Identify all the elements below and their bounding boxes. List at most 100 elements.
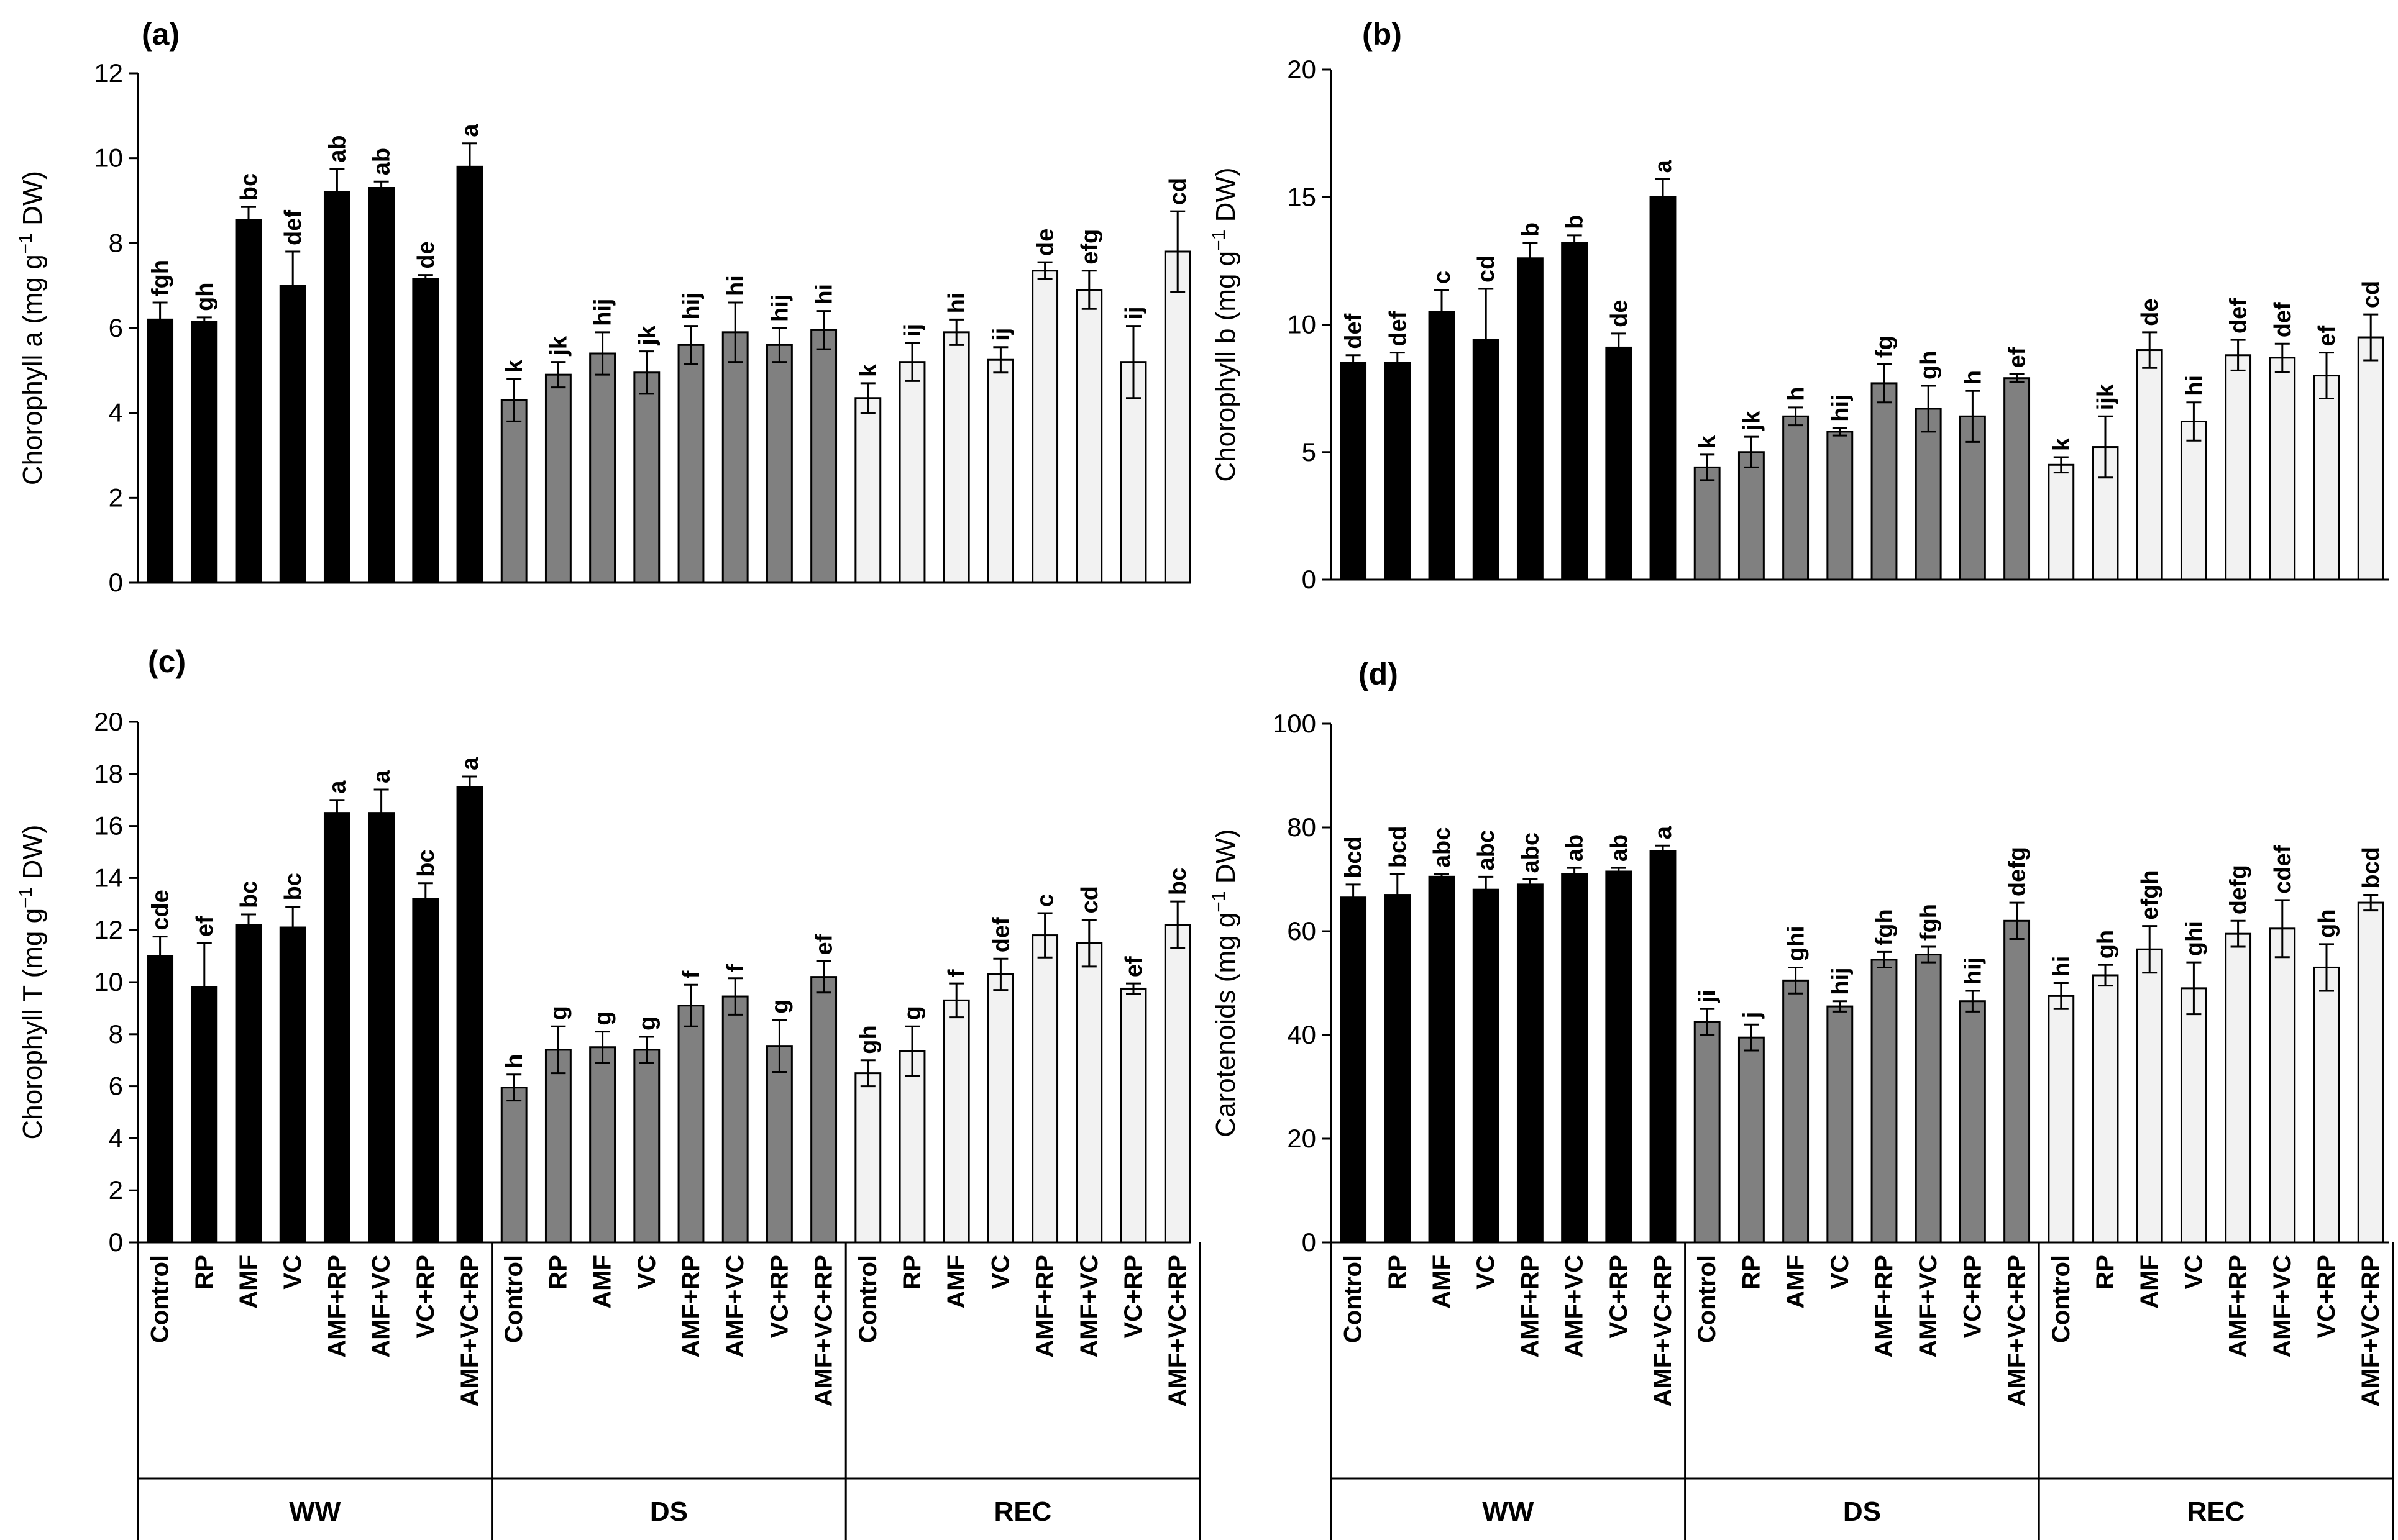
significance-letter: ef <box>812 934 838 955</box>
significance-letter: defg <box>2005 847 2031 896</box>
y-tick-label: 20 <box>94 707 123 736</box>
y-tick-label: 15 <box>1287 182 1316 211</box>
bar-rec-1 <box>899 361 926 584</box>
chart-panel-3: (d) 0 20 40 60 80 100 Carotenoids (mg g−1 DW) bc… <box>1209 657 2394 1540</box>
category-label: AMF <box>1782 1255 1810 1309</box>
y-axis-label: Chorophyll b (mg g−1 DW) <box>1209 167 1241 481</box>
bar-rec-0 <box>854 1072 882 1244</box>
significance-letter: hi <box>2049 956 2075 977</box>
bar-ww-3 <box>279 285 306 584</box>
category-label: AMF+VC <box>1915 1255 1942 1358</box>
group-label-ds: DS <box>650 1497 688 1527</box>
y-tick-label: 6 <box>109 313 123 342</box>
panel-letter: (a) <box>142 17 180 52</box>
significance-letter: def <box>1385 311 1411 346</box>
significance-letter: ij <box>1121 306 1147 319</box>
bar-ds-1 <box>1737 1036 1765 1244</box>
y-tick-label: 0 <box>1302 1228 1316 1257</box>
y-tick-label: 4 <box>109 1123 123 1152</box>
bar-rec-1 <box>2092 974 2119 1244</box>
category-label: VC <box>279 1255 306 1290</box>
category-label: VC <box>1472 1255 1499 1290</box>
bar-rec-2 <box>2136 349 2163 581</box>
significance-letter: ij <box>988 328 1014 341</box>
significance-letter: def <box>1341 313 1367 349</box>
significance-letter: ab <box>369 148 395 175</box>
y-axis-label-end: DW) <box>1210 167 1241 229</box>
significance-letter: gh <box>1916 351 1942 380</box>
significance-letter: k <box>2049 437 2075 451</box>
category-label: AMF <box>1428 1255 1455 1309</box>
y-tick-label: 0 <box>109 1228 123 1257</box>
bar-rec-5 <box>2269 357 2296 581</box>
significance-letter: g <box>767 1000 793 1014</box>
category-label: AMF+VC+RP <box>2357 1255 2384 1407</box>
significance-letter: h <box>501 1054 528 1068</box>
bar-rec-5 <box>1076 942 1103 1244</box>
significance-letter: ghi <box>2181 921 2207 956</box>
y-tick-label: 8 <box>109 228 123 257</box>
y-axis-label: Chorophyll T (mg g−1 DW) <box>16 825 48 1140</box>
category-label: VC+RP <box>1120 1255 1147 1339</box>
category-label: RP <box>544 1255 572 1290</box>
bar-ww-3 <box>1472 888 1499 1244</box>
bar-ww-7 <box>456 786 483 1244</box>
significance-letter: hi <box>2181 375 2207 396</box>
bar-rec-0 <box>2048 463 2075 581</box>
bar-rec-4 <box>2225 354 2252 581</box>
bar-ds-0 <box>500 399 528 584</box>
category-label: Control <box>1693 1255 1721 1343</box>
significance-letter: de <box>1606 300 1632 327</box>
bar-ds-3 <box>633 371 661 584</box>
bar-rec-1 <box>899 1050 926 1244</box>
significance-letter: hi <box>723 275 749 296</box>
significance-letter: g <box>590 1011 616 1025</box>
panel-letter: (c) <box>148 644 186 679</box>
significance-letter: f <box>723 964 749 972</box>
significance-letter: bcd <box>1341 836 1367 878</box>
bar-rec-2 <box>943 331 970 584</box>
category-label: Control <box>147 1255 174 1343</box>
bar-ww-0 <box>1340 896 1367 1244</box>
category-label: Control <box>2048 1255 2075 1343</box>
y-tick-label: 6 <box>109 1072 123 1101</box>
y-tick-label: 5 <box>1302 437 1316 467</box>
group-label-ww: WW <box>1482 1497 1534 1527</box>
category-label: VC+RP <box>2313 1255 2340 1339</box>
bar-rec-5 <box>2269 927 2296 1244</box>
category-label: AMF+VC <box>1561 1255 1588 1358</box>
y-tick-label: 40 <box>1287 1020 1316 1049</box>
significance-letter: bcd <box>2358 847 2384 889</box>
significance-letter: ef <box>2005 347 2031 368</box>
bar-ds-0 <box>1693 466 1721 581</box>
y-axis-label-main: Carotenoids (mg g <box>1210 913 1241 1137</box>
bar-ds-7 <box>810 976 838 1244</box>
y-tick-label: 12 <box>94 58 123 88</box>
significance-letter: bc <box>413 849 439 877</box>
y-tick-label: 80 <box>1287 813 1316 842</box>
significance-letter: c <box>1429 271 1455 284</box>
significance-letter: bc <box>236 881 262 908</box>
significance-letter: fgh <box>1916 904 1942 941</box>
significance-letter: bc <box>1165 868 1191 895</box>
bar-rec-6 <box>1120 987 1147 1244</box>
chart-panel-2: (c) 0 2 4 6 8 10 12 14 16 18 20 Chorophyll T (mg g−1… <box>16 644 1201 1540</box>
y-tick-label: 0 <box>1302 565 1316 594</box>
significance-letter: jk <box>1739 411 1765 432</box>
significance-letter: hij <box>1828 967 1854 995</box>
significance-letter: a <box>457 757 483 770</box>
bar-ww-0 <box>147 318 174 584</box>
y-tick-label: 60 <box>1287 916 1316 945</box>
bar-ww-3 <box>279 926 306 1244</box>
bar-rec-3 <box>987 973 1014 1244</box>
category-label: AMF <box>589 1255 616 1309</box>
bar-ww-1 <box>191 321 218 584</box>
significance-letter: jk <box>546 335 572 357</box>
bar-ww-6 <box>412 278 439 584</box>
significance-letter: cd <box>1473 255 1499 283</box>
significance-letter: hij <box>1828 394 1854 421</box>
significance-letter: def <box>2270 302 2296 337</box>
y-axis-label: Chorophyll a (mg g−1 DW) <box>16 171 48 485</box>
group-label-rec: REC <box>2187 1497 2245 1527</box>
